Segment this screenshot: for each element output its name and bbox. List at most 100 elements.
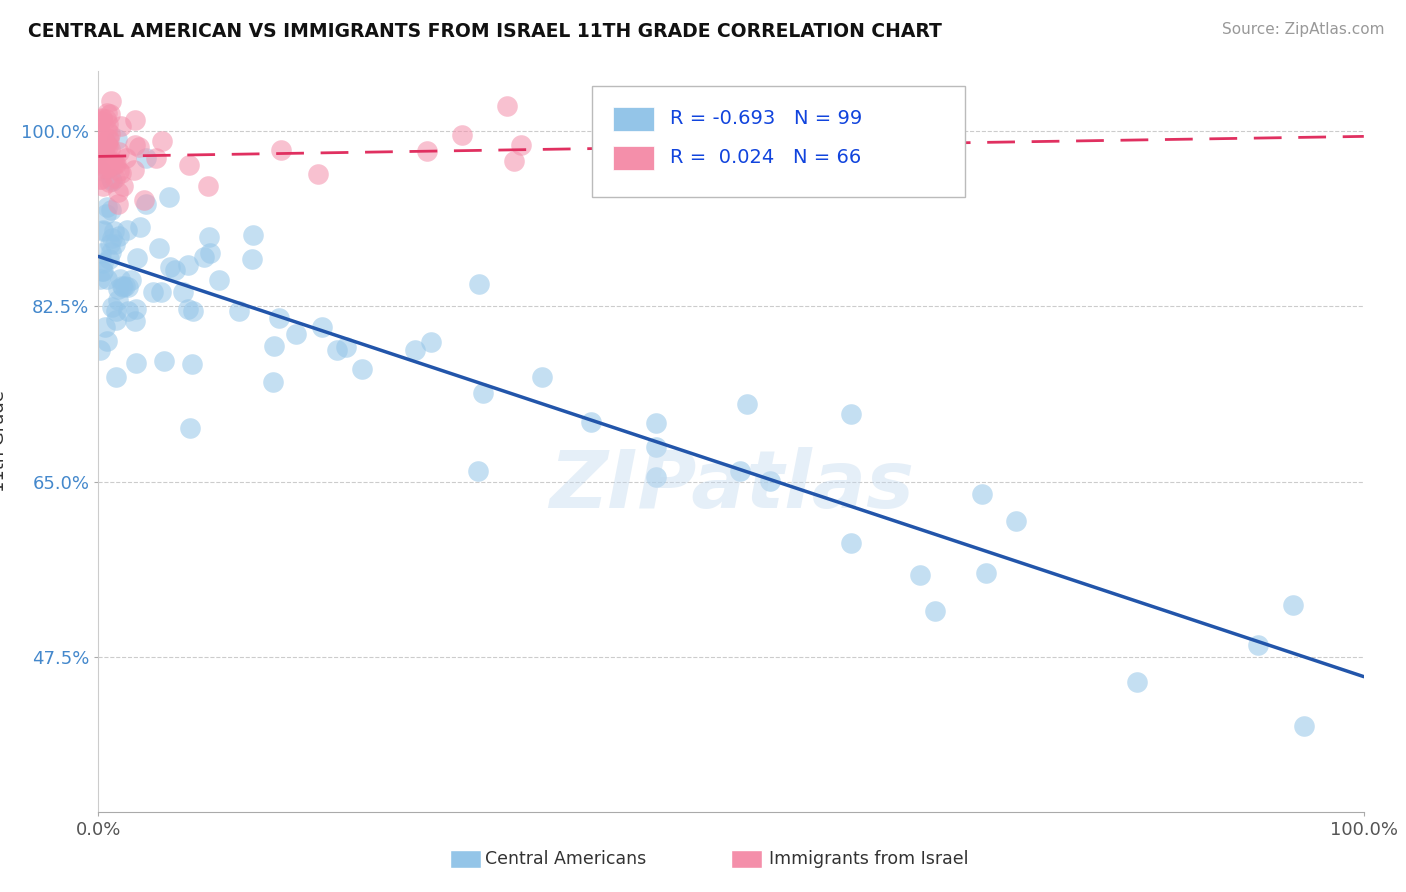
Point xyxy=(908,567,931,582)
Point xyxy=(193,250,215,264)
Point xyxy=(91,133,114,147)
Point xyxy=(89,171,111,186)
Point xyxy=(107,185,129,199)
Point xyxy=(404,343,426,357)
Point xyxy=(284,327,307,342)
Point xyxy=(96,154,118,169)
Point xyxy=(152,134,174,148)
FancyBboxPatch shape xyxy=(592,87,966,197)
Point xyxy=(177,258,200,272)
Point xyxy=(177,158,200,172)
Point xyxy=(208,273,231,287)
Text: CENTRAL AMERICAN VS IMMIGRANTS FROM ISRAEL 11TH GRADE CORRELATION CHART: CENTRAL AMERICAN VS IMMIGRANTS FROM ISRA… xyxy=(28,22,942,41)
Point xyxy=(1247,638,1270,652)
Point xyxy=(142,285,165,299)
Point xyxy=(103,224,125,238)
Point xyxy=(91,256,114,270)
Point xyxy=(96,159,118,173)
Point xyxy=(105,132,128,146)
Point xyxy=(108,229,131,244)
Point xyxy=(503,153,526,168)
Point xyxy=(97,117,120,131)
Point xyxy=(1281,598,1303,612)
Point xyxy=(97,139,120,153)
Point xyxy=(728,464,751,478)
Point xyxy=(101,300,124,314)
Point xyxy=(145,151,167,165)
Point xyxy=(98,236,121,251)
Point xyxy=(97,158,120,172)
Point xyxy=(120,273,142,287)
Point xyxy=(263,339,285,353)
Point xyxy=(416,144,439,158)
Text: R = -0.693   N = 99: R = -0.693 N = 99 xyxy=(671,109,863,128)
Text: Source: ZipAtlas.com: Source: ZipAtlas.com xyxy=(1222,22,1385,37)
Point xyxy=(89,163,111,178)
Point xyxy=(307,167,329,181)
Point xyxy=(93,146,115,161)
Point xyxy=(89,343,111,357)
Point xyxy=(472,385,495,400)
Point xyxy=(125,356,148,370)
Y-axis label: 11th Grade: 11th Grade xyxy=(0,391,7,492)
Point xyxy=(467,464,489,478)
FancyBboxPatch shape xyxy=(613,107,654,130)
Point xyxy=(100,172,122,186)
Point xyxy=(311,320,333,334)
Point xyxy=(135,151,157,165)
Point xyxy=(197,230,219,244)
Point xyxy=(91,128,114,142)
Point xyxy=(242,227,264,242)
Point xyxy=(90,245,112,260)
Point xyxy=(839,407,862,421)
Point xyxy=(91,264,114,278)
Point xyxy=(98,252,121,266)
Point xyxy=(579,416,602,430)
Point xyxy=(530,369,553,384)
Point xyxy=(124,112,146,127)
Point xyxy=(91,223,114,237)
Point xyxy=(107,196,129,211)
Point xyxy=(94,140,117,154)
Point xyxy=(91,224,114,238)
Point xyxy=(198,246,221,260)
FancyBboxPatch shape xyxy=(613,146,654,169)
Point xyxy=(107,293,129,308)
Point xyxy=(148,241,170,255)
Point xyxy=(94,206,117,220)
Point xyxy=(104,237,127,252)
Point xyxy=(96,200,118,214)
Point xyxy=(108,164,131,178)
Point xyxy=(98,106,121,120)
Point xyxy=(108,145,131,160)
Point xyxy=(94,319,117,334)
Point xyxy=(135,196,157,211)
Point xyxy=(90,111,112,125)
Point xyxy=(634,157,657,171)
Point xyxy=(759,474,782,488)
Point xyxy=(89,152,111,166)
Point xyxy=(153,354,176,368)
Point xyxy=(115,223,138,237)
Point xyxy=(111,278,134,293)
Point xyxy=(91,179,114,194)
Point xyxy=(104,369,127,384)
Point xyxy=(179,421,201,435)
Point xyxy=(96,334,118,348)
Text: Immigrants from Israel: Immigrants from Israel xyxy=(769,850,969,868)
Point xyxy=(93,143,115,157)
Point xyxy=(105,304,128,318)
Point xyxy=(117,280,139,294)
Point xyxy=(108,271,131,285)
Point xyxy=(94,112,117,126)
Point xyxy=(96,272,118,286)
Point xyxy=(96,123,118,137)
Point xyxy=(972,486,994,500)
Point xyxy=(91,264,114,278)
Point xyxy=(228,304,250,318)
Point xyxy=(267,311,290,326)
Point xyxy=(149,285,172,300)
Point xyxy=(110,119,132,133)
Point xyxy=(240,252,263,266)
Point xyxy=(94,161,117,175)
